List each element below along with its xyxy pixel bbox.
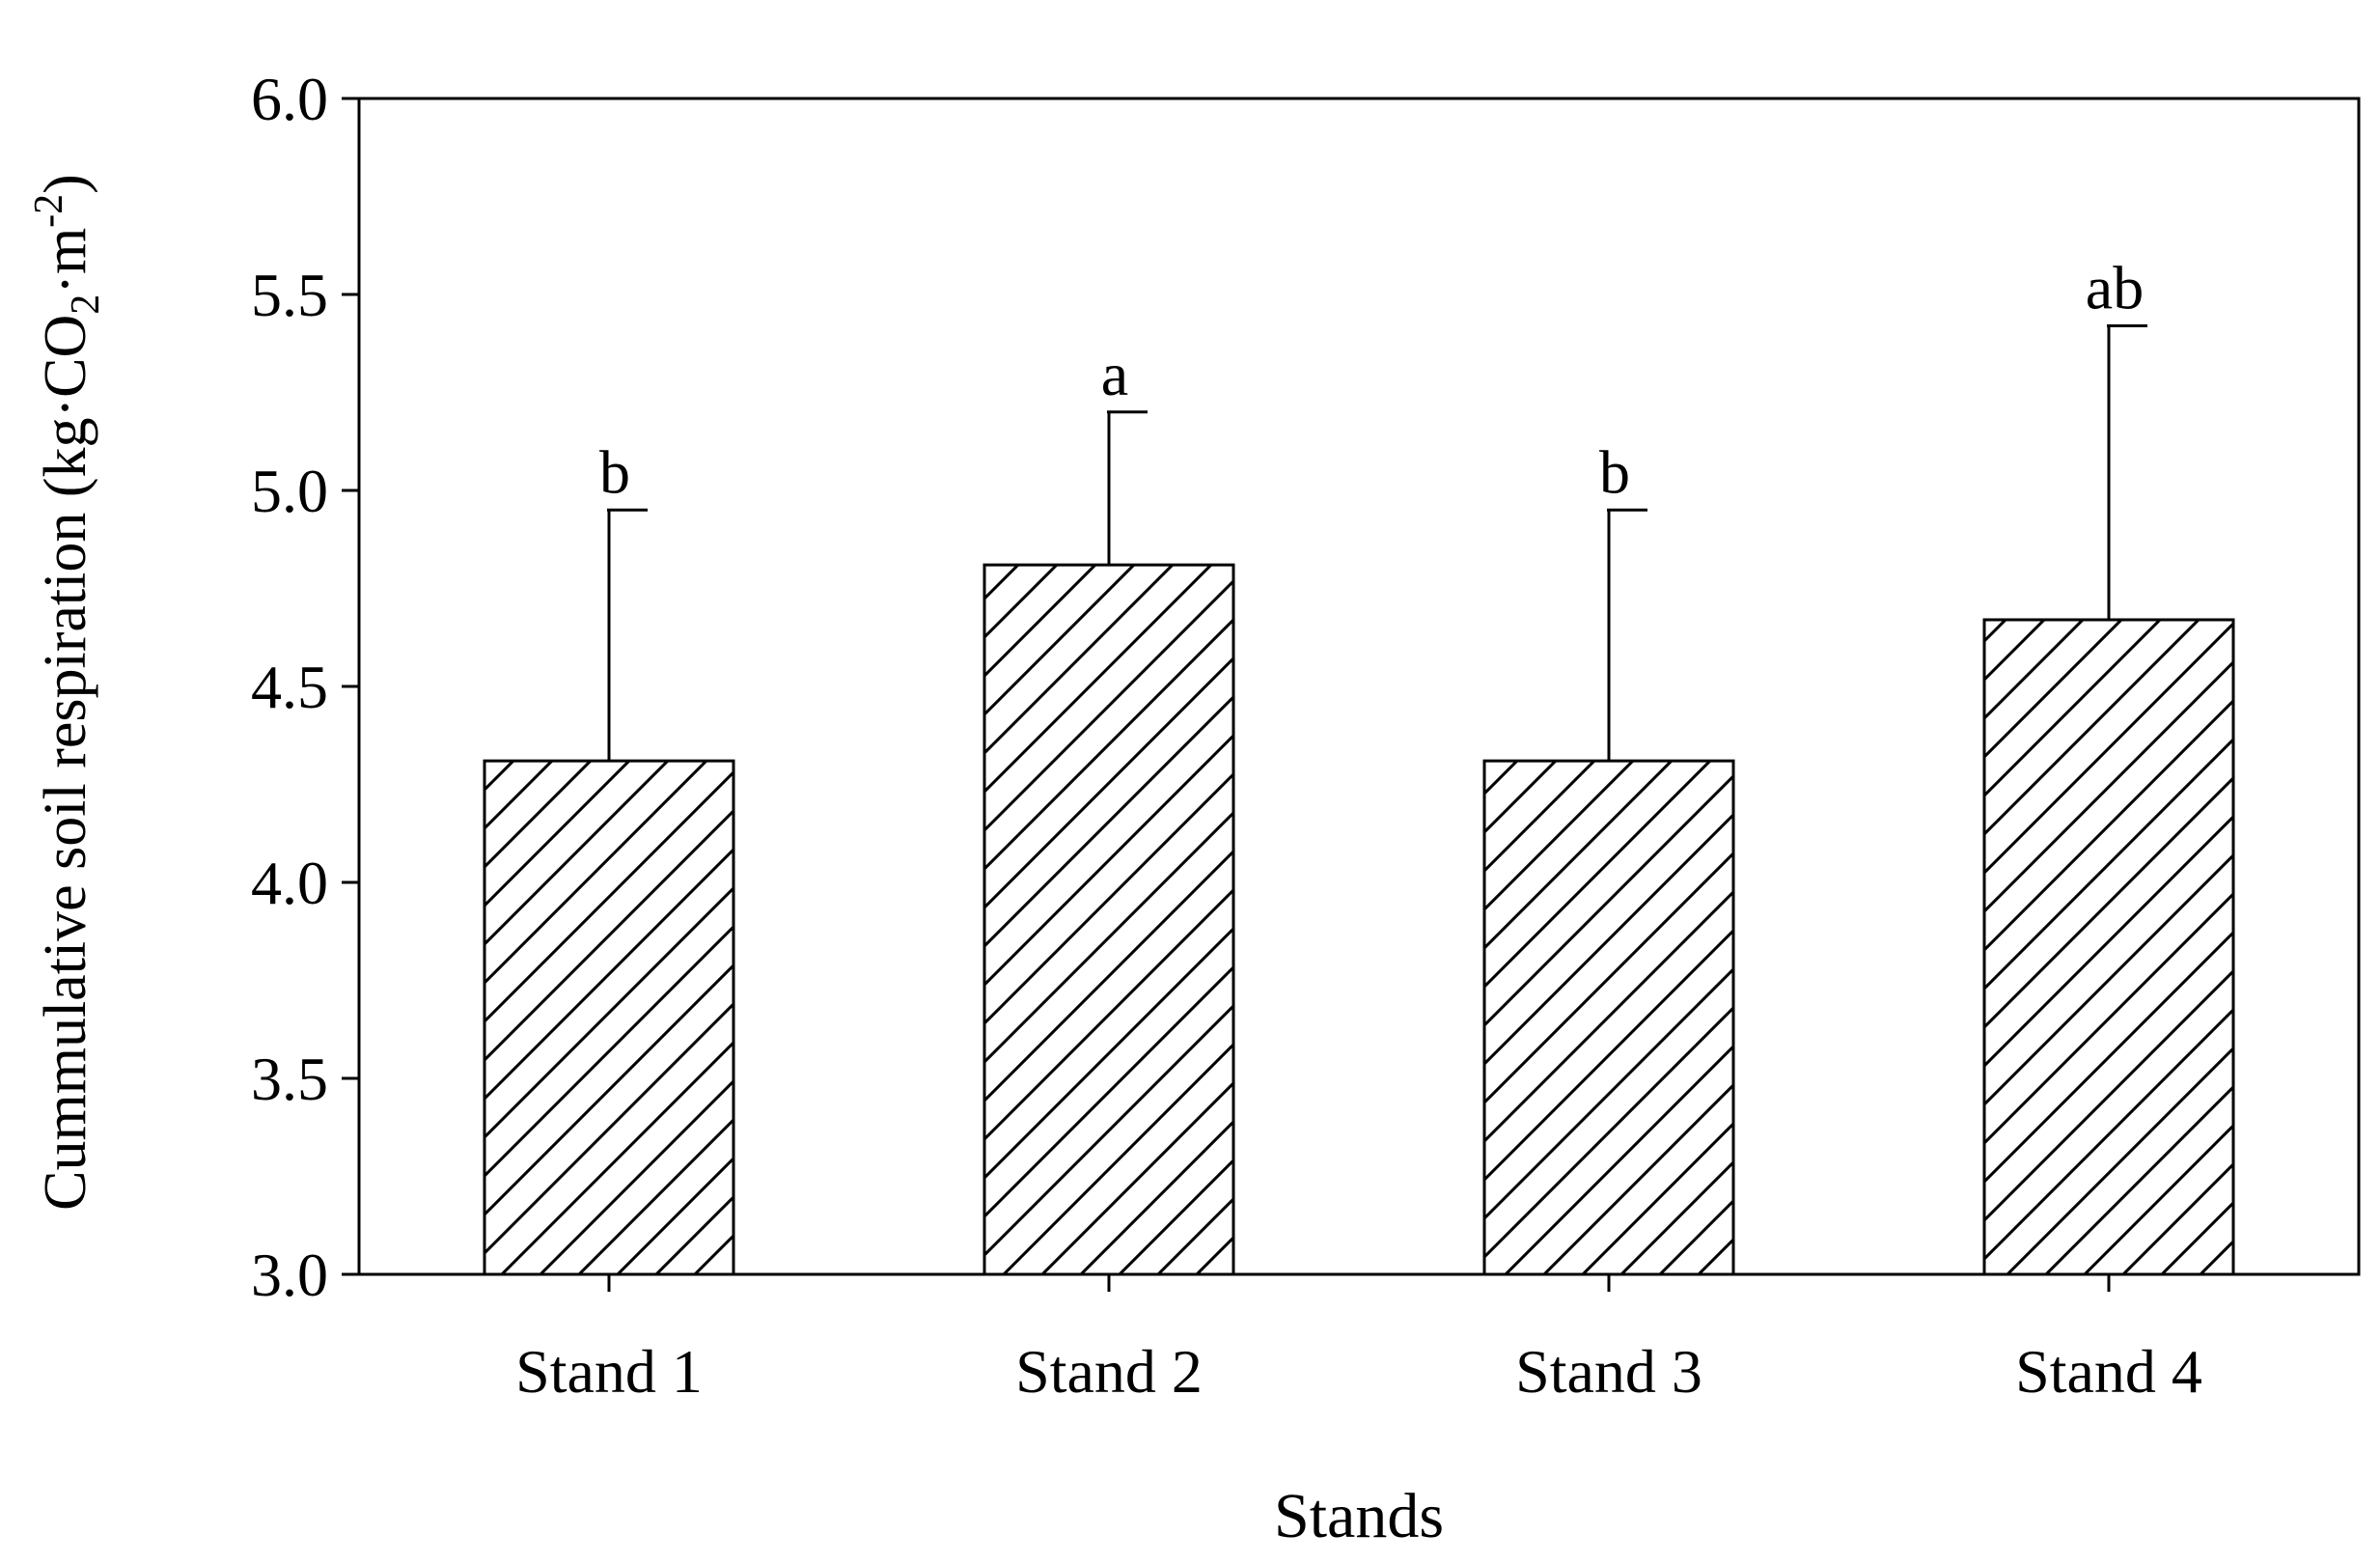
y-axis-ticks: 3.0 3.5 4.0 4.5 5.0 5.5 6.0 (251, 65, 359, 1309)
bars (483, 563, 2235, 1276)
x-axis-title: Stands (1274, 1481, 1444, 1551)
x-tick-label: Stand 2 (1015, 1337, 1203, 1406)
x-tick-label: Stand 1 (515, 1337, 703, 1406)
y-tick-label: 3.5 (251, 1045, 328, 1113)
plot-frame (357, 97, 2361, 1276)
y-tick-label: 3.0 (251, 1241, 328, 1309)
y-tick-label: 6.0 (251, 65, 328, 133)
significance-letter-2: a (1101, 340, 1128, 408)
y-tick-label: 5.5 (251, 261, 328, 329)
x-tick-label: Stand 3 (1515, 1337, 1702, 1406)
bar-4 (1982, 618, 2235, 1276)
bar-2 (982, 563, 1235, 1276)
bar-3 (1482, 759, 1735, 1276)
bar-1 (483, 759, 735, 1276)
y-tick-label: 5.0 (251, 457, 328, 525)
x-tick-label: Stand 4 (2015, 1337, 2202, 1406)
y-tick-label: 4.0 (251, 849, 328, 917)
x-axis-ticks: Stand 1 Stand 2 Stand 3 Stand 4 (515, 1274, 2202, 1406)
error-bars (607, 323, 2147, 762)
significance-letter-4: ab (2086, 253, 2144, 321)
y-tick-label: 4.5 (251, 653, 328, 721)
significance-letter-1: b (599, 437, 630, 506)
y-axis-title: Cummulative soil respiration (kg·CO2·m-2… (27, 174, 108, 1211)
significance-letter-3: b (1599, 437, 1630, 506)
